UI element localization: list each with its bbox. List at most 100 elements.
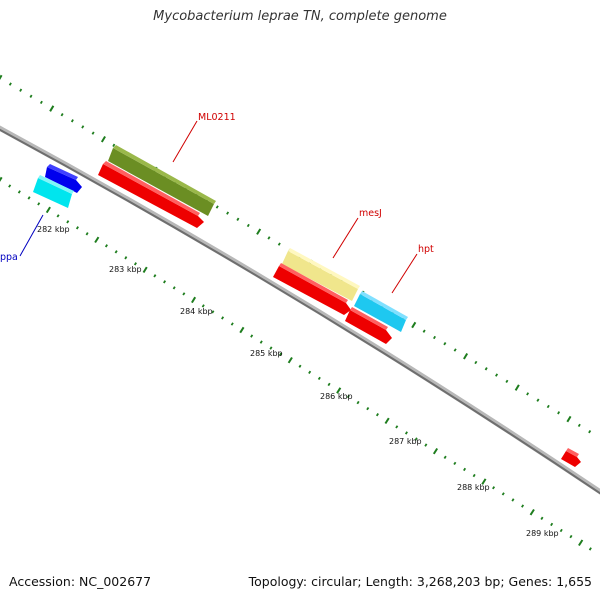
feature-f6[interactable] [273, 263, 351, 315]
outer-tick-mark [505, 379, 509, 383]
outer-tick-mark [277, 242, 281, 246]
inner-tick-mark [104, 244, 108, 248]
hpt-leader [391, 253, 418, 294]
ml0211-leader [172, 120, 198, 163]
inner-tick-mark [327, 382, 331, 387]
inner-tick-mark [511, 498, 515, 502]
inner-tick-mark [501, 492, 505, 496]
inner-tick-mark [443, 455, 447, 459]
inner-tick-ring [0, 176, 592, 551]
inner-tick-mark [239, 326, 245, 334]
inner-tick-mark [75, 226, 79, 230]
inner-tick-mark [191, 296, 197, 304]
outer-tick-mark [100, 135, 106, 143]
gene-label-mesj[interactable]: mesJ [359, 208, 382, 219]
mesj-leader [332, 217, 359, 259]
feature-f7[interactable] [354, 291, 408, 332]
inner-tick-mark [66, 220, 70, 224]
inner-tick-mark [142, 266, 148, 274]
inner-tick-mark [56, 214, 60, 218]
inner-tick-mark [124, 256, 128, 260]
inner-tick-mark [153, 274, 157, 278]
tick-label-283: 283 kbp [109, 265, 142, 274]
outer-tick-mark [215, 205, 219, 209]
inner-tick-mark [94, 236, 100, 244]
outer-tick-mark [39, 100, 43, 105]
outer-tick-mark [112, 143, 116, 148]
map-title: Mycobacterium leprae TN, complete genome [153, 9, 447, 24]
outer-tick-mark [8, 82, 12, 86]
outer-tick-mark [484, 367, 488, 371]
feature-f5[interactable] [282, 248, 360, 301]
inner-tick-mark [259, 340, 263, 344]
inner-tick-mark [45, 206, 51, 214]
outer-tick-mark [433, 335, 436, 340]
inner-tick-mark [133, 262, 137, 266]
inner-tick-mark [384, 417, 390, 425]
gene-label-ppa[interactable]: ppa [0, 252, 18, 263]
inner-tick-mark [336, 387, 342, 394]
inner-tick-mark [346, 394, 350, 399]
feature-f1[interactable] [45, 164, 82, 193]
genome-backbone [0, 125, 600, 495]
genome-backbone-shade [0, 128, 600, 495]
outer-tick-mark [49, 105, 55, 112]
genome-map: ML0211 mesJ hpt ppa 282 kbp 283 kbp 284 … [0, 74, 600, 551]
outer-tick-mark [453, 348, 457, 352]
outer-tick-mark [536, 398, 540, 402]
gene-label-ml0211[interactable]: ML0211 [198, 112, 236, 123]
inner-tick-mark [17, 190, 21, 194]
inner-tick-mark [588, 547, 592, 551]
outer-tick-mark [226, 211, 230, 215]
outer-tick-mark [526, 392, 530, 396]
feature-f8[interactable] [345, 307, 392, 344]
inner-tick-mark [279, 352, 283, 356]
feature-f3[interactable] [108, 145, 216, 216]
outer-tick-mark [566, 415, 572, 423]
outer-tick-mark [577, 423, 581, 428]
feature-f2[interactable] [33, 175, 74, 208]
tick-label-288: 288 kbp [457, 483, 490, 492]
inner-tick-mark [201, 304, 205, 308]
inner-tick-mark [375, 413, 379, 417]
outer-tick-mark [588, 430, 592, 434]
gene-label-hpt[interactable]: hpt [418, 244, 434, 255]
outer-tick-mark [29, 94, 33, 98]
outer-tick-mark [463, 352, 469, 360]
tick-label-285: 285 kbp [250, 349, 283, 358]
inner-tick-mark [395, 425, 399, 429]
inner-tick-mark [182, 292, 186, 296]
inner-tick-mark [250, 334, 254, 338]
inner-tick-mark [559, 528, 563, 533]
outer-tick-mark [546, 404, 550, 409]
inner-tick-mark [424, 443, 428, 447]
outer-tick-mark [236, 217, 240, 221]
feature-f9[interactable] [561, 448, 581, 467]
inner-tick-mark [317, 376, 321, 380]
outer-tick-mark [0, 74, 3, 81]
inner-tick-mark [366, 407, 370, 411]
outer-tick-mark [557, 411, 561, 415]
inner-tick-mark [481, 478, 487, 485]
outer-tick-mark [256, 228, 262, 235]
genome-summary-text: Topology: circular; Length: 3,268,203 bp… [248, 574, 592, 589]
inner-tick-mark [308, 370, 312, 374]
tick-label-282: 282 kbp [37, 225, 70, 234]
accession-text: Accession: NC_002677 [9, 574, 152, 589]
inner-tick-mark [27, 196, 31, 200]
tick-label-284: 284 kbp [180, 307, 213, 316]
outer-tick-mark [514, 384, 520, 391]
inner-tick-mark [569, 534, 573, 539]
tick-label-287: 287 kbp [389, 437, 422, 446]
tick-label-286: 286 kbp [320, 392, 353, 401]
inner-tick-mark [269, 346, 273, 350]
inner-tick-mark [230, 322, 234, 326]
outer-tick-mark [267, 236, 271, 240]
inner-tick-mark [404, 431, 408, 435]
inner-tick-mark [8, 184, 12, 188]
inner-tick-mark [298, 364, 302, 368]
inner-tick-mark [521, 504, 525, 508]
inner-tick-mark [414, 437, 418, 441]
feature-f4[interactable] [98, 161, 204, 228]
outer-tick-mark [422, 329, 426, 333]
